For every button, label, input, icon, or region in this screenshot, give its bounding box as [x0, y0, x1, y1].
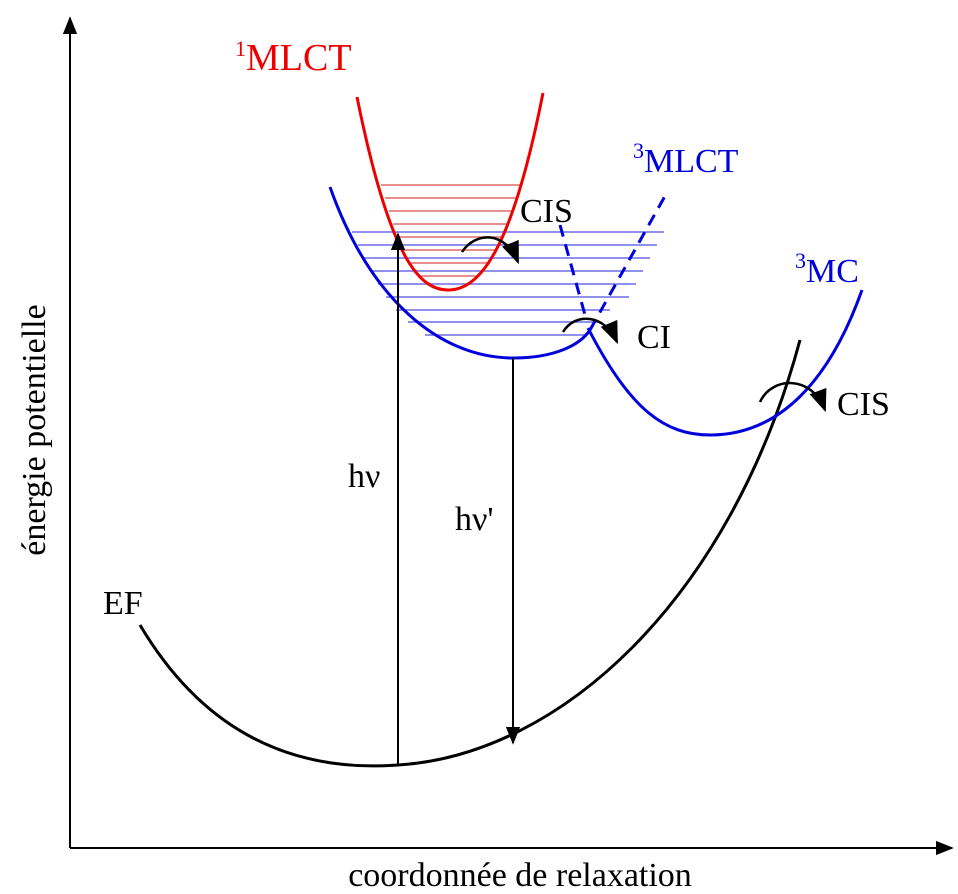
mlct3-dashed — [588, 195, 667, 331]
y-axis-label: énergie potentielle — [16, 304, 53, 555]
mlct1-curve — [355, 92, 545, 292]
cis-label: CIS — [520, 193, 573, 230]
mc3-label: 3MC — [795, 248, 859, 290]
ground-state-curve — [138, 339, 802, 768]
mlct1-label: 1MLCT — [235, 36, 352, 79]
mc3-dashed — [558, 224, 587, 316]
label-text: MLCT — [246, 37, 352, 79]
cis-arrow — [460, 236, 520, 265]
red-levels — [381, 184, 520, 277]
ci-label: CI — [637, 319, 671, 356]
label-text: MC — [806, 253, 859, 290]
mlct3-label: 3MLCT — [633, 138, 739, 180]
superscript: 3 — [795, 248, 806, 273]
hv-label: hν — [348, 458, 380, 495]
x-axis-label: coordonnée de relaxation — [348, 857, 692, 894]
label-text: MLCT — [644, 143, 739, 180]
superscript: 1 — [235, 36, 246, 61]
ef-label: EF — [103, 585, 143, 622]
ci-arrow — [561, 317, 619, 345]
mc3-curve — [586, 289, 864, 437]
mlct3-curve — [328, 186, 592, 360]
hv-prime-label: hν' — [455, 501, 494, 538]
superscript: 3 — [633, 138, 644, 163]
cis-arrow — [758, 381, 827, 413]
cis-label: CIS — [837, 386, 890, 423]
